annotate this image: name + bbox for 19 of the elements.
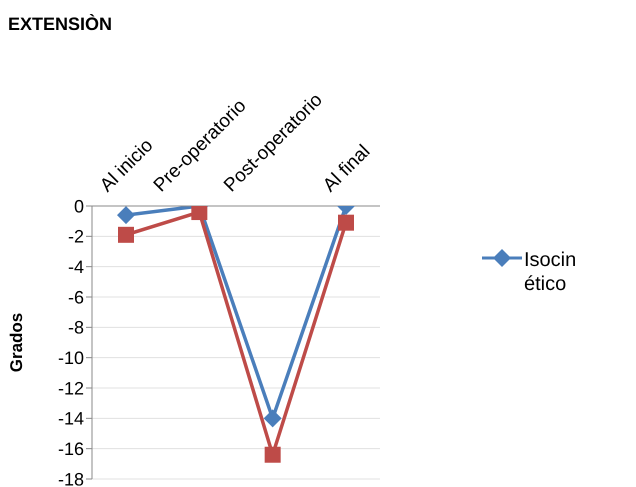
point	[191, 206, 208, 220]
y-tick-label: -18	[58, 469, 84, 487]
y-tick-label: -12	[58, 378, 84, 398]
chart-title: EXTENSIÒN	[8, 14, 112, 35]
y-tick-label: -16	[58, 439, 84, 460]
point	[117, 206, 135, 224]
point	[264, 409, 282, 428]
y-tick-label: -2	[68, 226, 84, 247]
y-tick-label: -14	[58, 408, 84, 429]
legend-label: Isocinético	[524, 248, 578, 296]
y-axis-title: Grados	[7, 312, 26, 372]
point	[264, 446, 281, 463]
point	[118, 226, 134, 243]
y-tick-label: -4	[68, 257, 84, 278]
y-tick-label: -10	[58, 348, 84, 368]
point	[338, 214, 354, 231]
y-tick-label: -8	[68, 318, 84, 338]
y-tick-label: -6	[68, 287, 84, 308]
y-tick-label: 0	[74, 196, 84, 216]
